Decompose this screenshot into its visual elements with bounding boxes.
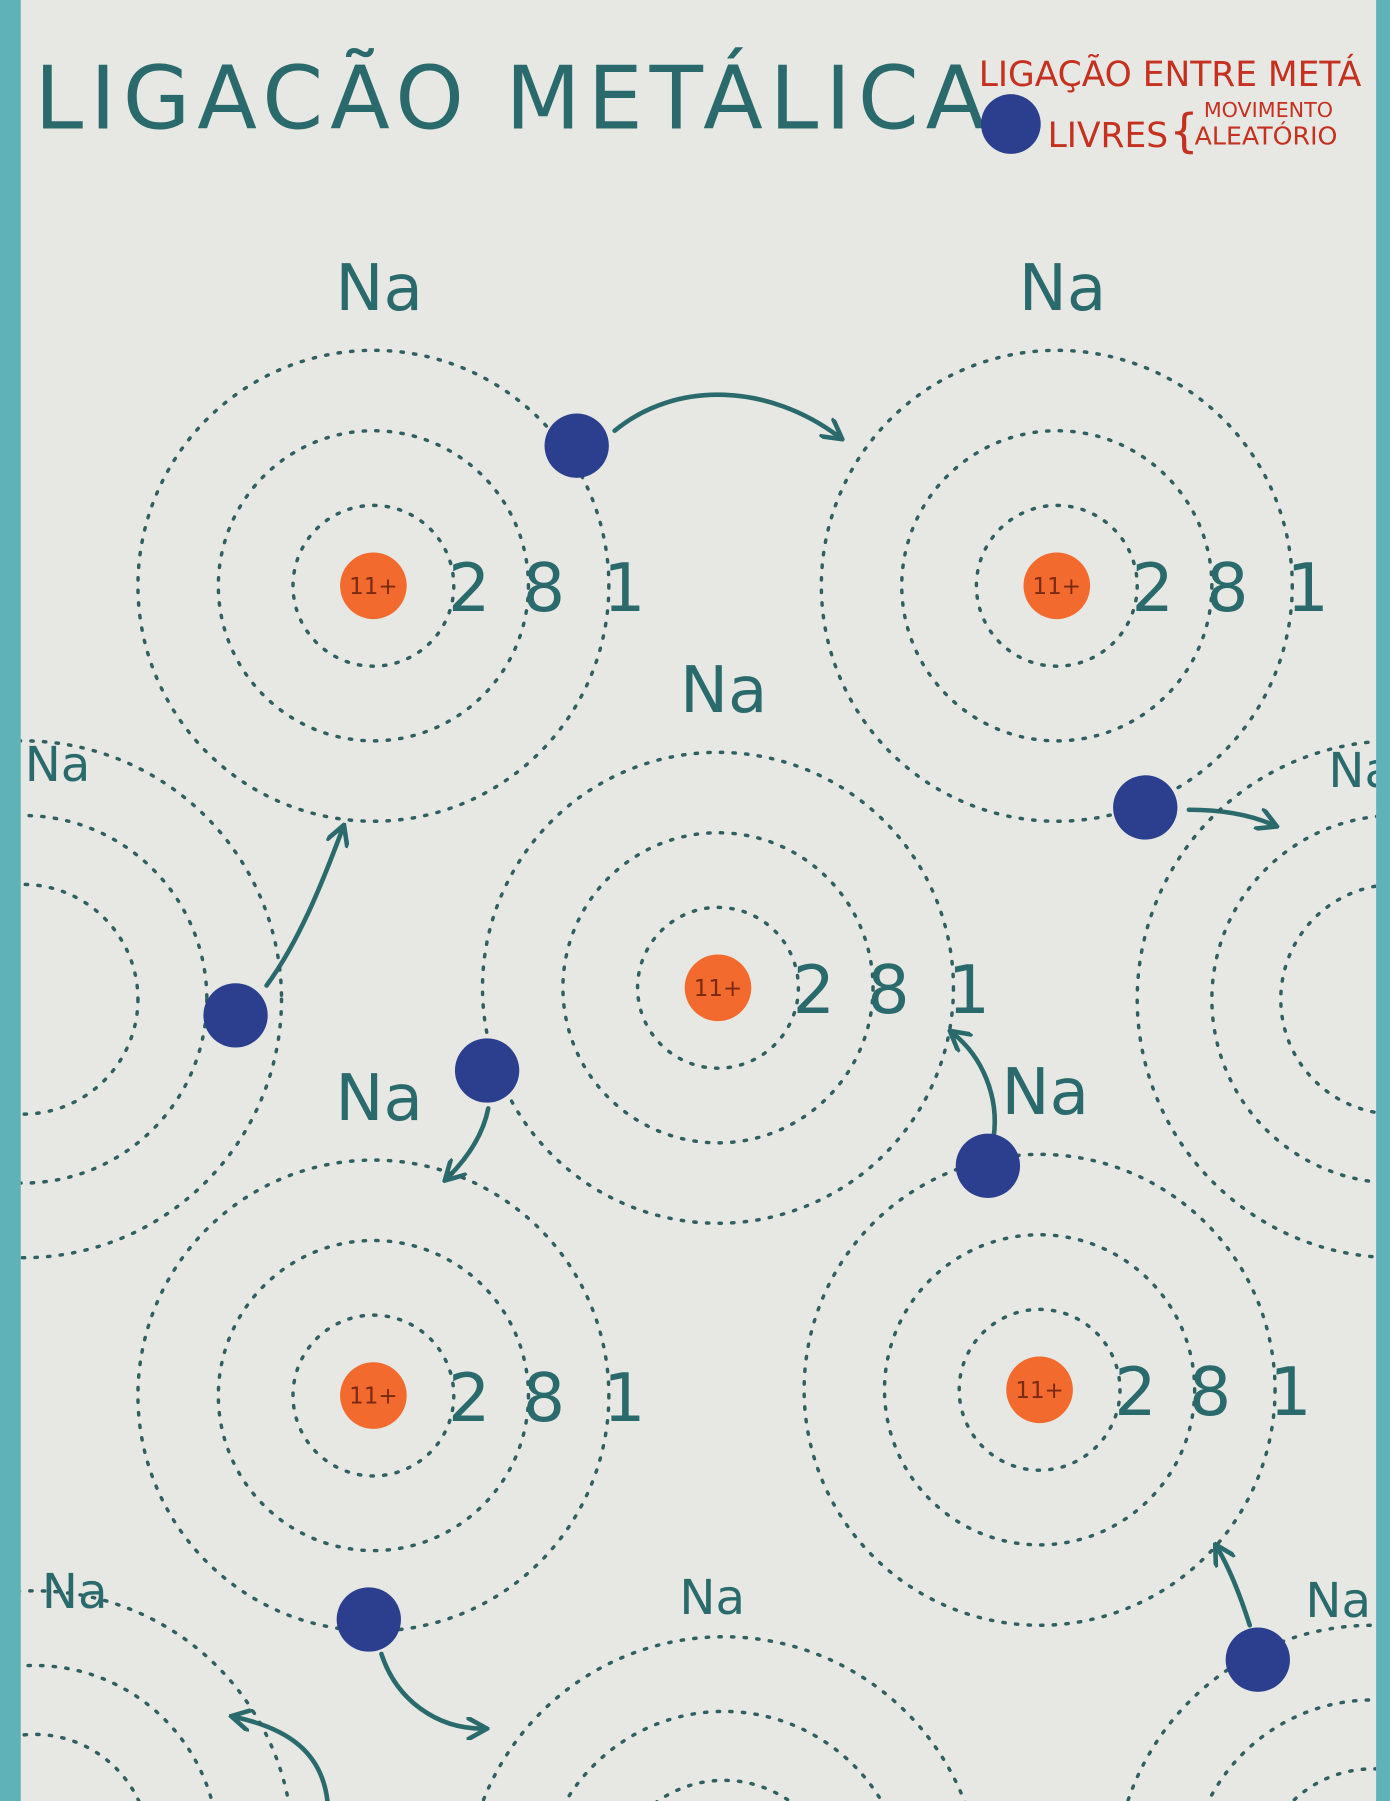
- shell-count: 8: [523, 1359, 565, 1437]
- legend-line: LIVRES: [1048, 116, 1168, 156]
- orbit: [216, 429, 531, 743]
- atom-label: Na: [335, 251, 423, 326]
- shell-count: 2: [1114, 1353, 1156, 1431]
- nucleus: [340, 1362, 407, 1429]
- electron: [955, 1133, 1021, 1198]
- orbit: [20, 882, 140, 1116]
- atom-label: Na: [1305, 1573, 1371, 1629]
- electron: [203, 983, 268, 1048]
- arrow: [1186, 807, 1273, 825]
- orbit: [216, 1238, 531, 1553]
- nucleus-charge: 11+: [694, 976, 742, 1002]
- arrow: [448, 1106, 491, 1177]
- shell-count: 1: [1287, 549, 1329, 627]
- atom-label: Na: [679, 1570, 745, 1626]
- paper: [20, 0, 1377, 1801]
- arrow: [1218, 1548, 1253, 1628]
- arrow: [953, 1034, 997, 1140]
- board: LIGACÃO METÁLICA LIGAÇÃO ENTRE METÁ LIVR…: [20, 48, 1390, 1801]
- legend-electron: [981, 94, 1041, 154]
- nucleus-charge: 11+: [349, 574, 397, 600]
- electron: [454, 1038, 520, 1103]
- orbit: [136, 348, 611, 823]
- orbit: [802, 1152, 1277, 1627]
- shell-count: 8: [867, 951, 909, 1029]
- shell-count: 2: [793, 951, 835, 1029]
- atom-label: Na: [1328, 743, 1390, 799]
- shell-count: 8: [1206, 549, 1248, 627]
- orbit: [957, 1307, 1122, 1472]
- orbit: [20, 739, 284, 1260]
- orbit: [1135, 739, 1377, 1259]
- legend-line: LIGAÇÃO ENTRE METÁ: [979, 54, 1362, 95]
- legend-brace-item: ALEATÓRIO: [1195, 121, 1338, 151]
- arrow: [264, 829, 343, 988]
- shell-count: 8: [1189, 1353, 1231, 1431]
- atom-label: Na: [1002, 1055, 1090, 1130]
- nucleus: [1006, 1356, 1073, 1424]
- shell-count: 2: [448, 549, 490, 627]
- arrow: [379, 1651, 482, 1729]
- orbit: [635, 905, 801, 1070]
- atom-label: Na: [25, 737, 91, 793]
- atom-label: Na: [680, 653, 768, 728]
- nucleus: [684, 954, 752, 1022]
- orbit: [561, 831, 875, 1145]
- nucleus-charge: 11+: [349, 1384, 397, 1410]
- orbit: [291, 503, 456, 668]
- orbit: [900, 429, 1214, 743]
- orbit: [291, 1313, 456, 1478]
- brace: {: [1169, 104, 1198, 158]
- orbit: [819, 348, 1294, 823]
- orbit: [20, 813, 209, 1185]
- orbit: [480, 750, 956, 1225]
- nucleus-charge: 11+: [1033, 574, 1081, 600]
- electron: [1225, 1627, 1290, 1692]
- atom-label: Na: [42, 1564, 108, 1620]
- nucleus-charge: 11+: [1015, 1378, 1063, 1404]
- legend-brace-item: MOVIMENTO: [1204, 98, 1333, 122]
- arrow: [236, 1717, 330, 1801]
- electron: [544, 413, 609, 478]
- shell-count: 2: [1131, 549, 1173, 627]
- shell-count: 1: [1269, 1353, 1311, 1431]
- electron: [336, 1587, 401, 1652]
- nucleus: [1023, 552, 1091, 620]
- arrow: [612, 392, 839, 437]
- shell-count: 1: [948, 951, 990, 1029]
- electron: [1113, 775, 1178, 840]
- shell-count: 2: [448, 1359, 490, 1437]
- title: LIGACÃO METÁLICA: [35, 48, 993, 150]
- orbit: [974, 503, 1139, 668]
- shell-count: 8: [523, 549, 565, 627]
- atom-label: Na: [335, 1061, 423, 1136]
- shell-count: 1: [603, 549, 645, 627]
- atom-label: Na: [1019, 251, 1107, 326]
- orbit: [882, 1233, 1197, 1547]
- nucleus: [340, 552, 407, 620]
- shell-count: 1: [603, 1359, 645, 1437]
